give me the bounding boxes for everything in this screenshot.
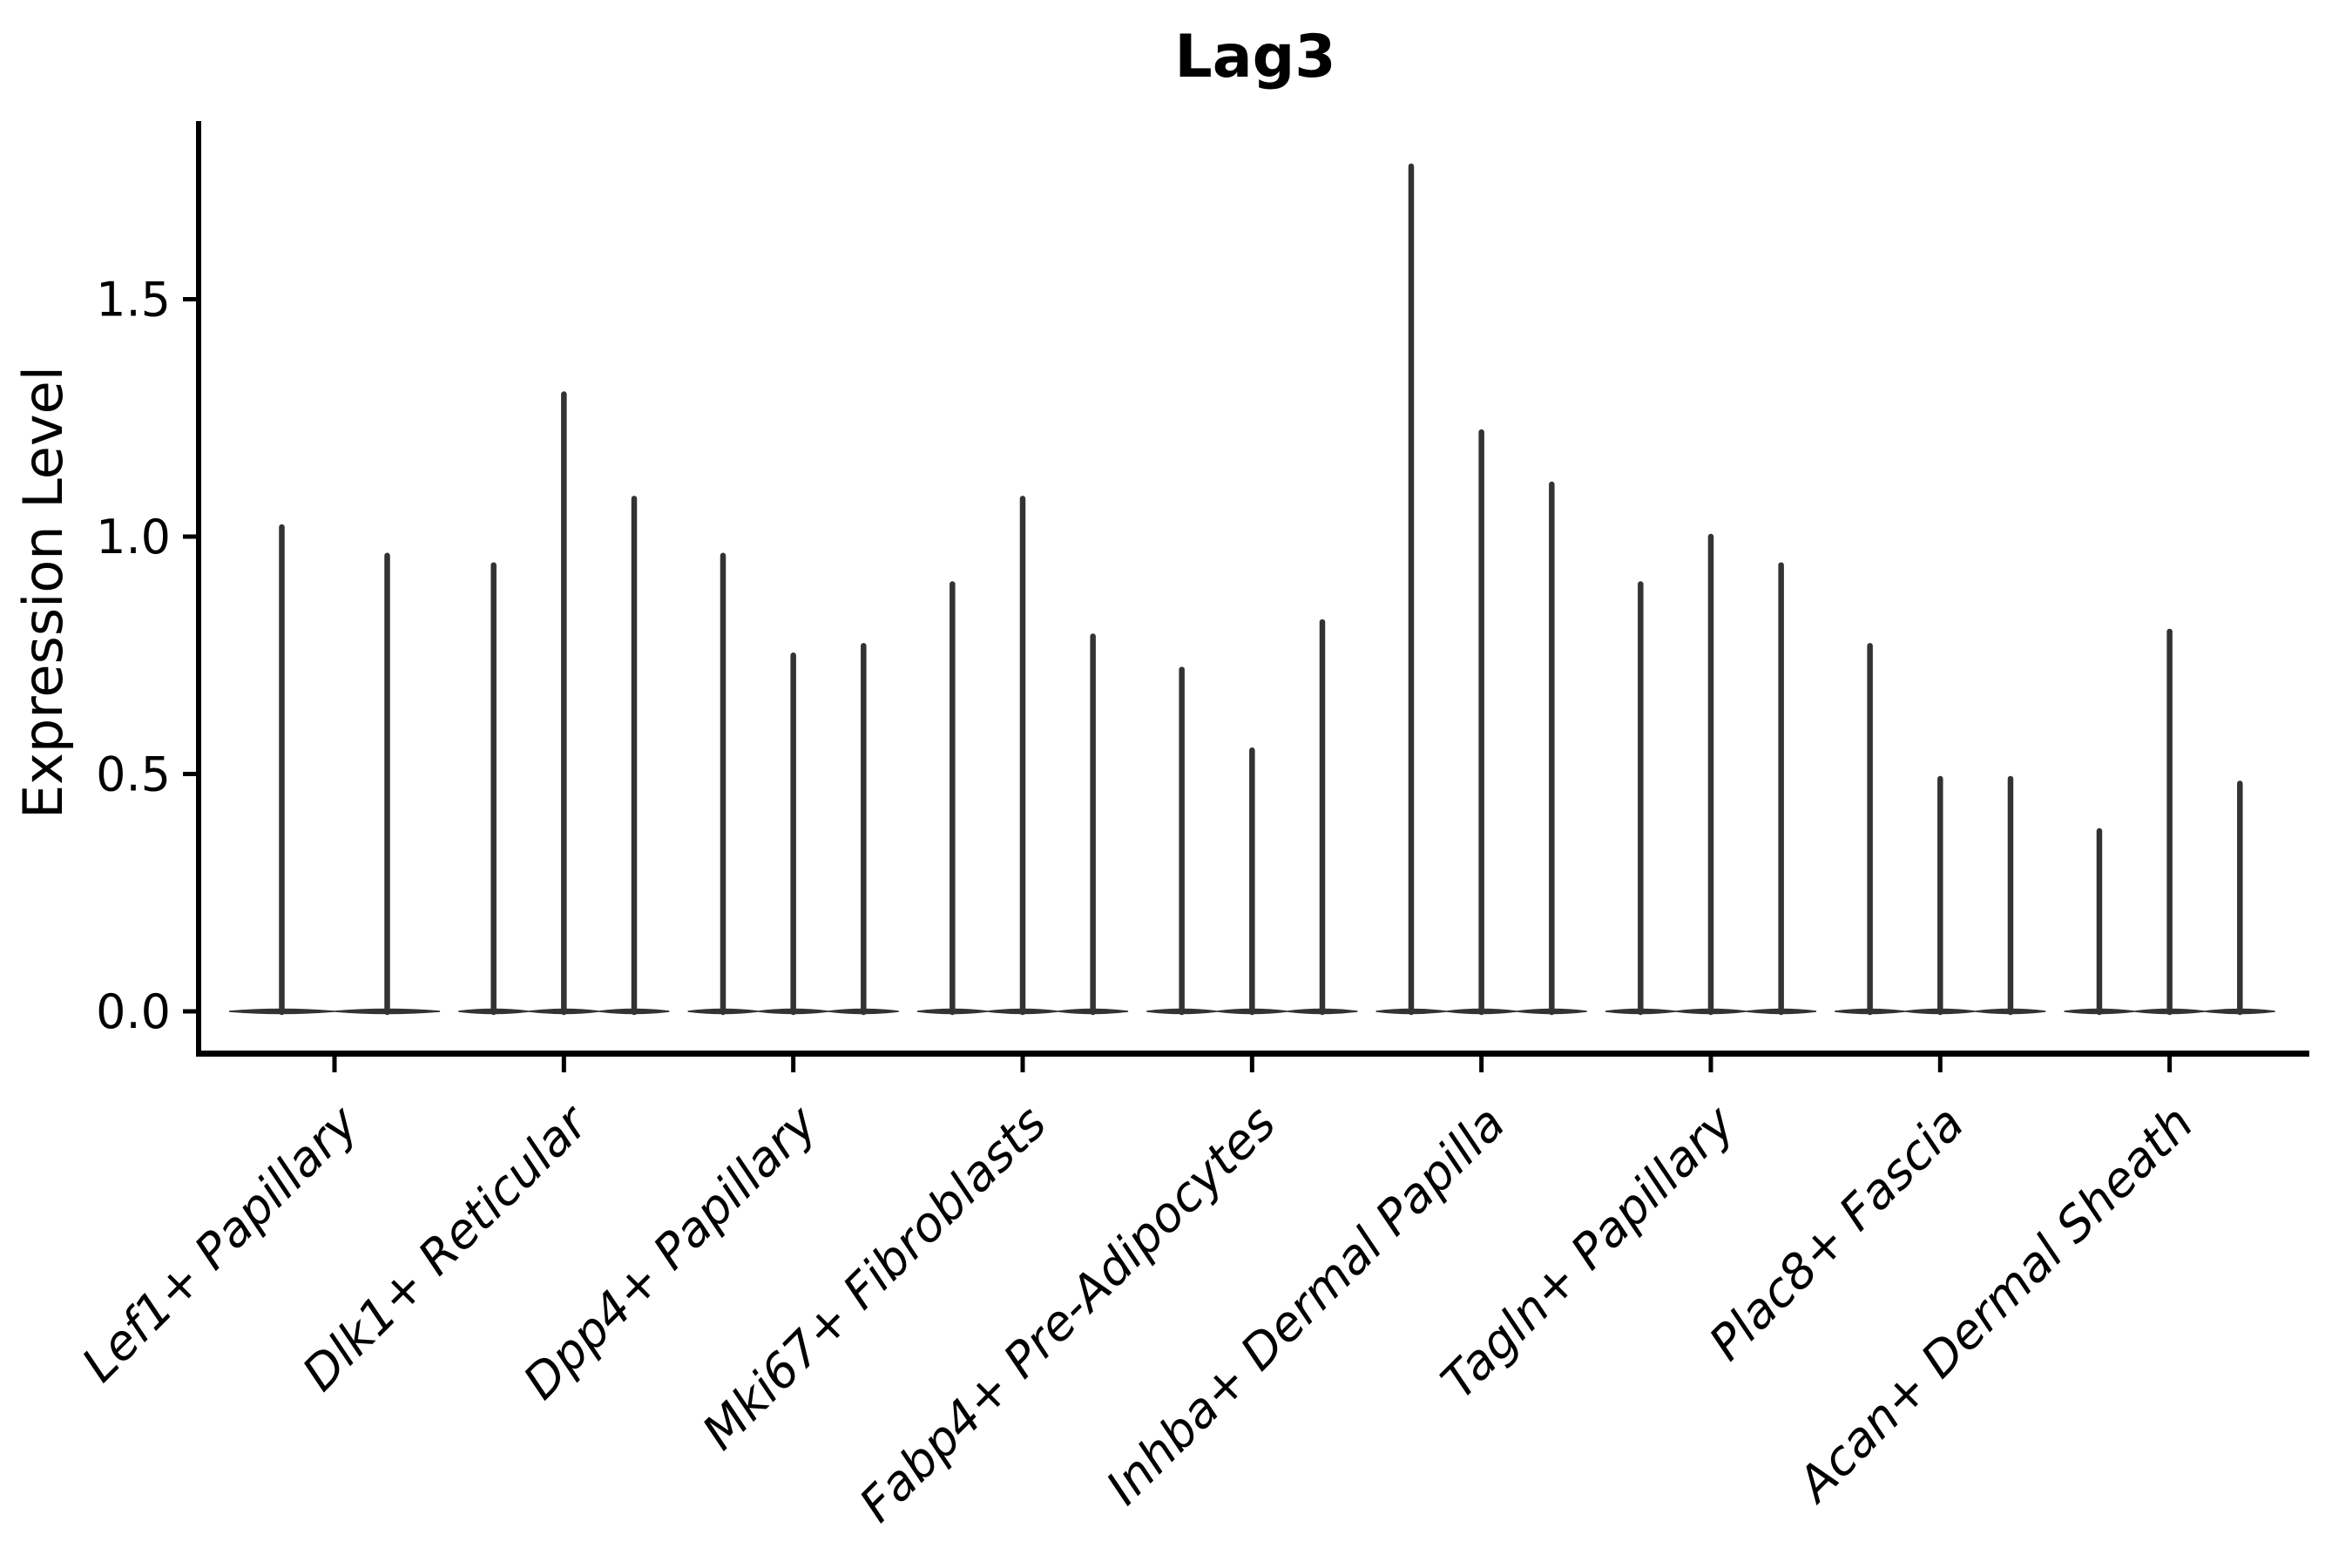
y-tick-label: 0.0 (96, 984, 171, 1039)
y-axis-label: Expression Level (11, 366, 75, 819)
chart-title: Lag3 (1174, 23, 1336, 91)
x-tick-label: Inhba+ Dermal Papilla (1095, 1095, 1515, 1515)
y-tick-label: 0.5 (96, 747, 171, 802)
y-tick-label: 1.0 (96, 510, 171, 564)
x-tick-label: Acan+ Dermal Sheath (1785, 1095, 2204, 1514)
y-tick-label: 1.5 (96, 273, 171, 328)
x-tick-label: Fabp4+ Pre-Adipocytes (848, 1095, 1286, 1532)
